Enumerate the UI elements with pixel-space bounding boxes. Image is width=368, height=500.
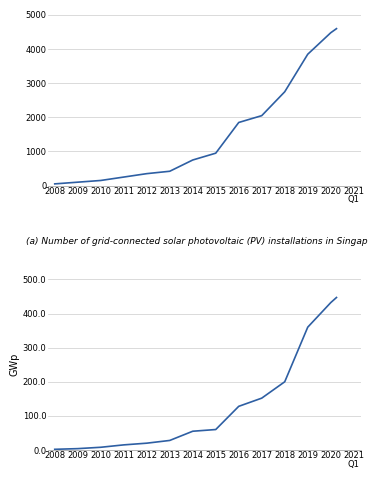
- Y-axis label: GWp: GWp: [10, 353, 20, 376]
- Text: (a) Number of grid-connected solar photovoltaic (PV) installations in Singapore: (a) Number of grid-connected solar photo…: [26, 237, 368, 246]
